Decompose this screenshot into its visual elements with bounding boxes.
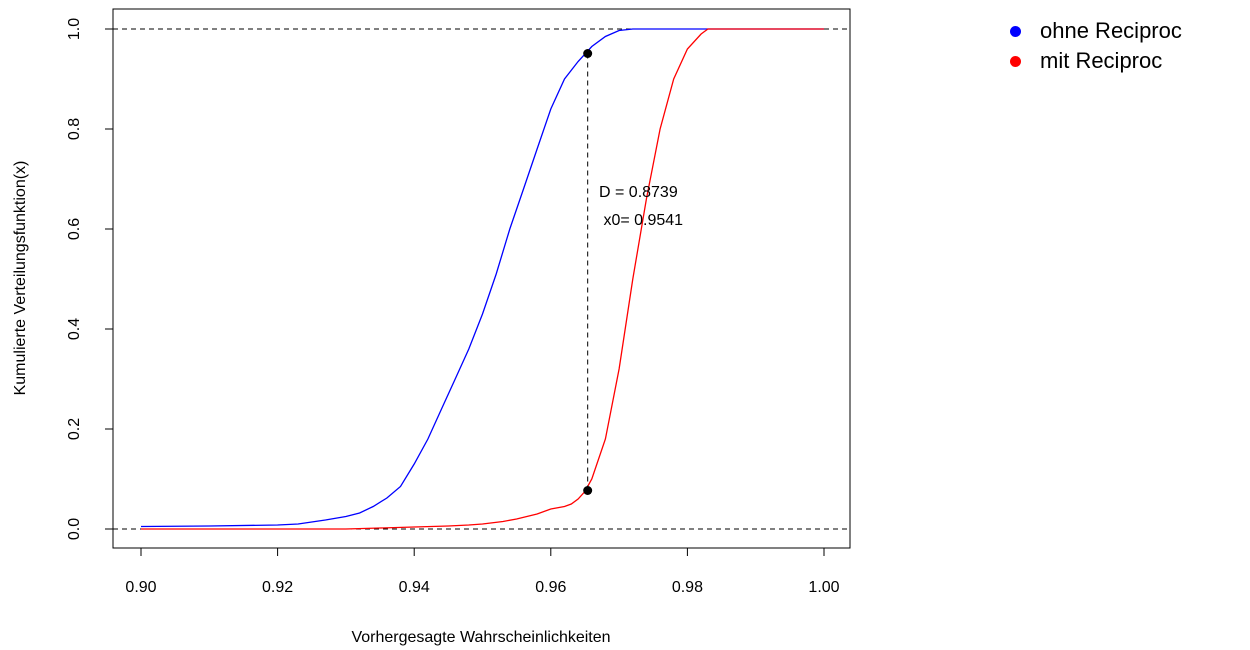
legend-item-ohne-reciproc: ohne Reciproc (1010, 16, 1182, 46)
y-axis-label: Kumulierte Verteilungsfunktion(x) (12, 161, 29, 396)
y-tick-label: 0.6 (66, 218, 83, 240)
legend-label: ohne Reciproc (1040, 18, 1182, 43)
d-point-lower (583, 486, 593, 495)
annotation-d-value: D = 0.8739 (599, 184, 678, 201)
legend-marker (1010, 55, 1021, 67)
y-tick-label: 0.8 (66, 118, 83, 140)
x-tick-label: 0.98 (672, 579, 703, 596)
series-line-mit-reciproc (141, 28, 824, 530)
legend-item-mit-reciproc: mit Reciproc (1010, 46, 1182, 76)
plot-area: D = 0.8739 x0= 0.9541 (113, 28, 850, 530)
y-tick-label: 0.4 (66, 318, 83, 340)
legend: ohne Reciproc mit Reciproc (1010, 16, 1182, 76)
x-tick-label: 0.92 (262, 579, 293, 596)
x-tick-label: 0.94 (399, 579, 430, 596)
x-tick-label: 0.96 (535, 579, 566, 596)
x-axis-label: Vorhergesagte Wahrscheinlichkeiten (351, 629, 610, 646)
d-point-upper (583, 49, 593, 58)
y-tick-label: 0.0 (66, 518, 83, 540)
x-tick-label: 0.90 (125, 579, 156, 596)
y-tick-label: 0.2 (66, 418, 83, 440)
legend-label: mit Reciproc (1040, 48, 1163, 73)
x-tick-label: 1.00 (808, 579, 839, 596)
series-line-ohne-reciproc (140, 28, 824, 528)
y-tick-label: 1.0 (66, 18, 83, 40)
plot-frame (112, 8, 851, 549)
legend-marker (1010, 25, 1021, 37)
annotation-x0-value: x0= 0.9541 (599, 212, 683, 229)
axes: 0.90 0.92 0.94 0.96 0.98 1.00 Vorhergesagte Wa… (12, 8, 851, 646)
